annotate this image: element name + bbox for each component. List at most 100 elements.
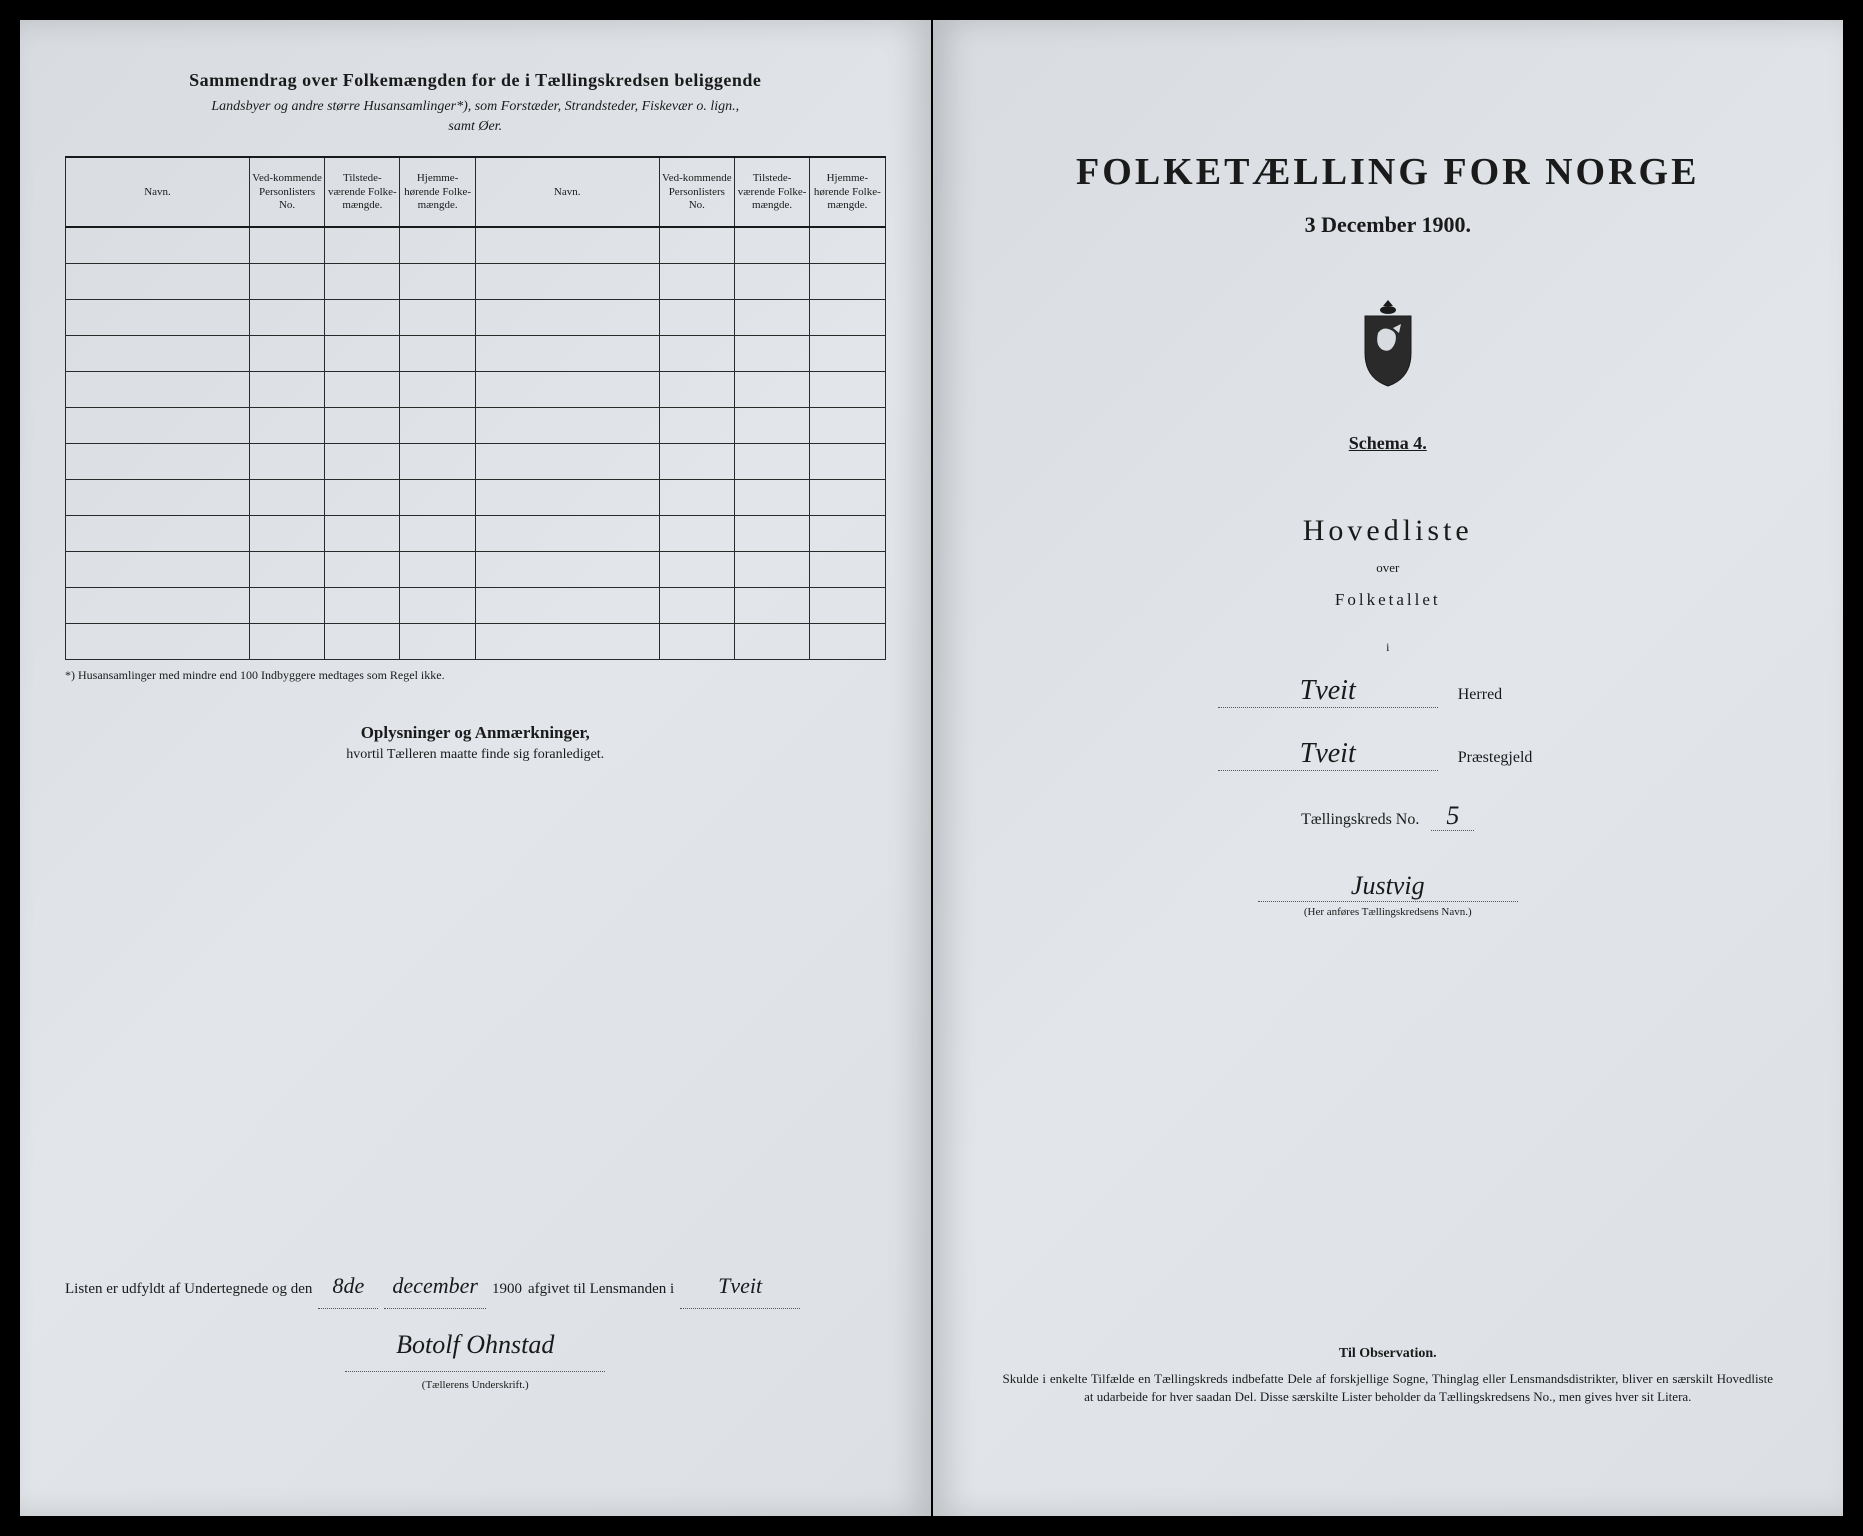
- table-cell: [400, 371, 475, 407]
- table-cell: [66, 515, 250, 551]
- table-header-row: Navn. Ved-kommende Personlisters No. Til…: [66, 157, 886, 227]
- table-cell: [734, 299, 809, 335]
- table-cell: [659, 263, 734, 299]
- praestegjeld-value: Tveit: [1218, 738, 1438, 771]
- sig-mid: afgivet til Lensmanden i: [528, 1274, 674, 1304]
- table-cell: [734, 587, 809, 623]
- table-cell: [325, 587, 400, 623]
- sig-date-day: 8de: [318, 1264, 378, 1309]
- table-cell: [810, 551, 885, 587]
- table-body: [66, 227, 886, 659]
- table-cell: [400, 551, 475, 587]
- table-cell: [325, 371, 400, 407]
- table-cell: [66, 443, 250, 479]
- table-cell: [325, 299, 400, 335]
- col-personlister-2: Ved-kommende Personlisters No.: [659, 157, 734, 227]
- col-navn-1: Navn.: [66, 157, 250, 227]
- table-cell: [400, 623, 475, 659]
- table-cell: [249, 443, 324, 479]
- table-cell: [810, 587, 885, 623]
- summary-subtitle-1: Landsbyer og andre større Husansamlinger…: [65, 97, 886, 117]
- table-cell: [325, 335, 400, 371]
- table-cell: [659, 299, 734, 335]
- table-cell: [810, 335, 885, 371]
- table-row: [66, 227, 886, 263]
- table-cell: [810, 479, 885, 515]
- table-cell: [734, 263, 809, 299]
- table-cell: [659, 479, 734, 515]
- right-content: FOLKETÆLLING FOR NORGE 3 December 1900. …: [978, 70, 1799, 918]
- table-cell: [400, 587, 475, 623]
- table-cell: [810, 443, 885, 479]
- table-cell: [400, 515, 475, 551]
- table-cell: [66, 551, 250, 587]
- col-tilstede-2: Tilstede-værende Folke-mængde.: [734, 157, 809, 227]
- schema-label: Schema 4.: [978, 433, 1799, 454]
- table-cell: [659, 371, 734, 407]
- table-cell: [249, 515, 324, 551]
- table-cell: [249, 551, 324, 587]
- table-cell: [475, 335, 659, 371]
- table-cell: [734, 371, 809, 407]
- table-cell: [66, 623, 250, 659]
- table-cell: [734, 407, 809, 443]
- table-cell: [325, 443, 400, 479]
- herred-label: Herred: [1458, 686, 1558, 704]
- table-cell: [475, 515, 659, 551]
- kreds-label: Tællingskreds No.: [1301, 811, 1419, 828]
- sig-caption: (Tællerens Underskrift.): [65, 1374, 886, 1396]
- table-cell: [734, 479, 809, 515]
- table-cell: [475, 299, 659, 335]
- table-row: [66, 299, 886, 335]
- table-cell: [325, 227, 400, 263]
- table-cell: [66, 479, 250, 515]
- summary-subtitle-2: samt Øer.: [65, 117, 886, 137]
- table-cell: [66, 371, 250, 407]
- table-cell: [475, 443, 659, 479]
- table-cell: [810, 407, 885, 443]
- table-cell: [659, 551, 734, 587]
- table-row: [66, 335, 886, 371]
- table-cell: [659, 227, 734, 263]
- table-cell: [734, 227, 809, 263]
- summary-table: Navn. Ved-kommende Personlisters No. Til…: [65, 156, 886, 660]
- table-cell: [659, 407, 734, 443]
- table-cell: [249, 407, 324, 443]
- table-cell: [249, 479, 324, 515]
- signature-line: Listen er udfyldt af Undertegnede og den…: [65, 1264, 886, 1309]
- sig-year: 1900: [492, 1274, 522, 1304]
- table-cell: [325, 263, 400, 299]
- table-cell: [734, 551, 809, 587]
- herred-row: Tveit Herred: [978, 675, 1799, 708]
- col-navn-2: Navn.: [475, 157, 659, 227]
- oplysninger-section: Oplysninger og Anmærkninger, hvortil Tæl…: [65, 723, 886, 763]
- document-spread: Sammendrag over Folkemængden for de i Tæ…: [20, 20, 1843, 1516]
- kreds-name-row: Justvig (Her anføres Tællingskredsens Na…: [978, 871, 1799, 918]
- table-cell: [659, 515, 734, 551]
- sig-date-month: december: [384, 1264, 486, 1309]
- table-cell: [475, 479, 659, 515]
- main-date: 3 December 1900.: [978, 212, 1799, 238]
- table-cell: [249, 227, 324, 263]
- i-label: i: [978, 640, 1799, 655]
- table-cell: [475, 587, 659, 623]
- kreds-name: Justvig: [1258, 871, 1518, 902]
- table-row: [66, 551, 886, 587]
- table-cell: [810, 227, 885, 263]
- col-personlister-1: Ved-kommende Personlisters No.: [249, 157, 324, 227]
- table-row: [66, 407, 886, 443]
- praestegjeld-row: Tveit Præstegjeld: [978, 738, 1799, 771]
- table-cell: [810, 263, 885, 299]
- table-row: [66, 587, 886, 623]
- observation-title: Til Observation.: [1003, 1346, 1774, 1362]
- table-cell: [66, 587, 250, 623]
- oplysninger-sub: hvortil Tælleren maatte finde sig foranl…: [65, 747, 886, 763]
- table-cell: [325, 551, 400, 587]
- table-cell: [400, 335, 475, 371]
- table-row: [66, 443, 886, 479]
- praestegjeld-label: Præstegjeld: [1458, 749, 1558, 767]
- table-cell: [475, 407, 659, 443]
- table-cell: [475, 623, 659, 659]
- table-cell: [325, 479, 400, 515]
- table-cell: [734, 443, 809, 479]
